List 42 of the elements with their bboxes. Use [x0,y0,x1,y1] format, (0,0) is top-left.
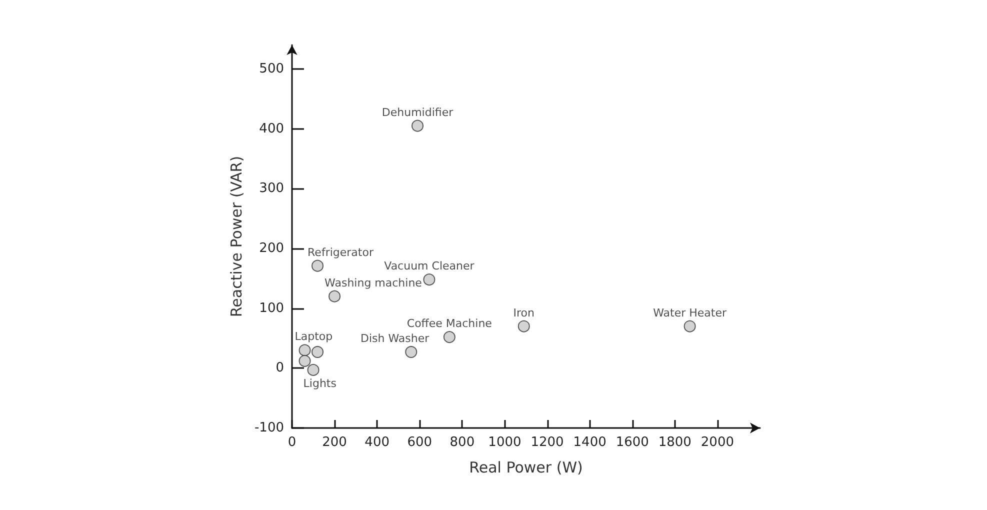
point [298,344,311,356]
point [312,346,324,358]
annotation: Water Heater [653,306,727,320]
point [328,290,341,302]
annotation: Refrigerator [308,246,374,259]
annotation: Coffee Machine [406,317,492,330]
annotation: Iron [513,306,535,320]
annotation: Lights [303,376,337,390]
point [684,320,696,332]
y-tick-label: 100 [259,300,284,316]
point [312,260,324,272]
x-tick-label: 1600 [616,435,649,450]
x-tick-label: 600 [407,435,432,450]
annotation: Dish Washer [360,332,430,345]
x-axis-title: Real Power (W) [469,458,583,476]
x-tick-label: 200 [322,435,347,450]
annotation: Vacuum Cleaner [384,260,475,273]
annotation: Laptop [294,330,333,344]
y-tick-label: 200 [259,240,284,256]
y-tick-label: 500 [259,61,284,76]
point [518,320,530,332]
y-tick-label: 400 [259,121,284,136]
y-tick-label: 0 [276,360,284,376]
x-tick-label: 1400 [573,435,606,450]
point [298,354,311,367]
point [412,120,424,132]
x-tick-label: 800 [450,435,475,450]
point [405,346,418,358]
x-tick-label: 2000 [700,435,734,450]
point [423,274,436,286]
x-tick-label: 400 [364,435,390,450]
y-axis-title: Reactive Power (VAR) [228,156,246,318]
annotation: Washing machine [324,276,422,290]
x-tick-label: 1800 [658,435,692,450]
x-tick-label: 1200 [530,435,564,450]
annotation: Dehumidifier [382,106,454,119]
point [443,331,456,344]
x-tick-label: 1000 [488,435,522,450]
y-tick-label: 300 [259,181,284,196]
x-tick-label: 0 [288,435,296,450]
point [307,364,320,376]
y-tick-label: -100 [254,420,284,436]
